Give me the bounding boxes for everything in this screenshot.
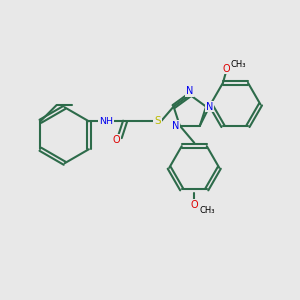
Text: O: O <box>190 200 198 210</box>
Text: CH₃: CH₃ <box>230 60 246 69</box>
Text: NH: NH <box>99 117 113 126</box>
Text: N: N <box>206 102 214 112</box>
Text: N: N <box>186 86 193 96</box>
Text: N: N <box>172 121 180 131</box>
Text: O: O <box>112 135 120 145</box>
Text: CH₃: CH₃ <box>200 206 215 215</box>
Text: O: O <box>222 64 230 74</box>
Text: S: S <box>154 116 161 126</box>
